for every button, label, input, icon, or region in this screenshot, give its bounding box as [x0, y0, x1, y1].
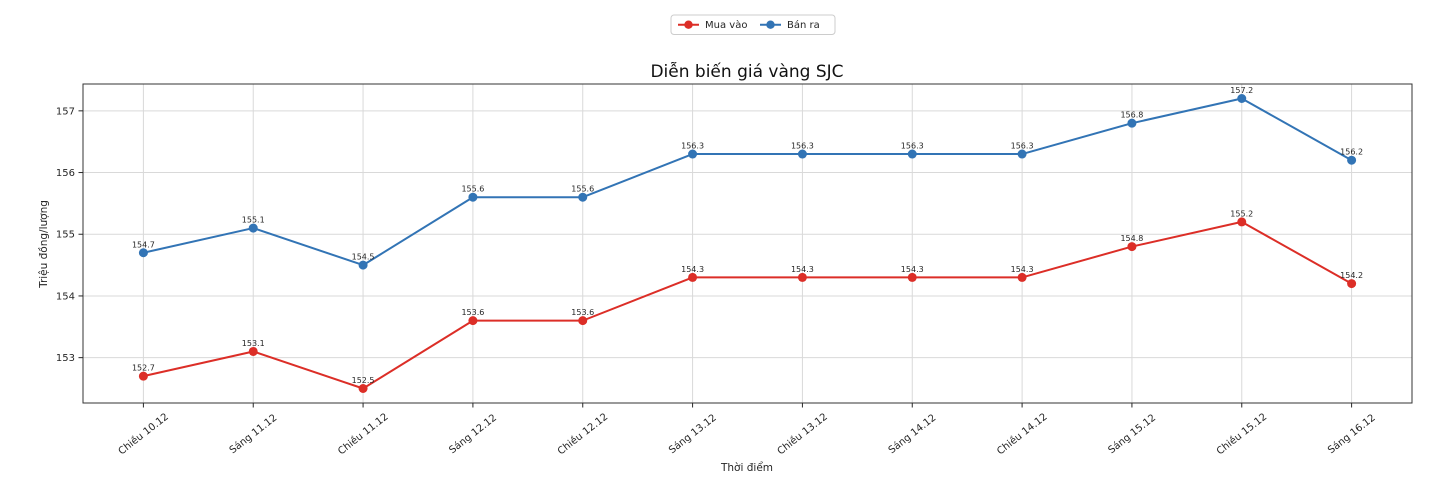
data-point-label: 156.3	[1011, 142, 1034, 151]
data-point-label: 156.2	[1340, 148, 1363, 157]
data-point-marker	[1017, 149, 1027, 159]
x-tick-label: Sáng 14.12	[886, 412, 938, 457]
legend-marker-mua-vào	[684, 20, 693, 29]
data-point-marker	[688, 272, 698, 282]
data-point-marker	[797, 149, 807, 159]
data-point-label: 153.1	[242, 339, 265, 348]
data-point-label: 153.6	[571, 308, 594, 317]
legend: Mua vào Bán ra	[670, 14, 836, 35]
data-point-marker	[138, 371, 148, 381]
grid-layer	[83, 84, 1412, 403]
data-point-marker	[248, 223, 258, 233]
data-point-label: 156.8	[1120, 111, 1143, 120]
series-layer: 152.7 153.1 152.5 153.6 153.6 154.3 154.3 154.3…	[132, 86, 1363, 393]
x-tick-label: Chiều 14.12	[995, 411, 1050, 458]
plot-border	[82, 83, 1413, 404]
data-point-marker	[907, 272, 917, 282]
legend-box	[670, 14, 836, 35]
y-tick-label: 153	[56, 353, 75, 364]
x-tick-label: Sáng 13.12	[666, 412, 718, 457]
y-tick-label: 156	[56, 168, 75, 179]
legend-label-bán-ra: Bán ra	[787, 19, 820, 31]
data-point-label: 154.3	[1011, 265, 1034, 274]
data-point-marker	[1347, 279, 1357, 289]
data-point-label: 155.6	[571, 185, 594, 194]
data-point-marker	[688, 149, 698, 159]
data-point-marker	[1127, 242, 1137, 252]
data-point-marker	[797, 272, 807, 282]
data-point-marker	[248, 346, 258, 356]
data-point-marker	[468, 316, 478, 326]
data-point-label: 153.6	[461, 308, 484, 317]
data-point-label: 154.3	[791, 265, 814, 274]
data-point-label: 154.8	[1120, 234, 1143, 243]
data-point-label: 155.2	[1230, 209, 1253, 218]
data-point-label: 156.3	[681, 142, 704, 151]
data-point-marker	[1347, 155, 1357, 165]
data-point-marker	[578, 316, 588, 326]
y-axis-label: Triệu đồng/lượng	[38, 200, 50, 289]
data-point-label: 152.5	[352, 376, 375, 385]
x-tick-label: Chiều 12.12	[555, 411, 610, 458]
data-point-marker	[358, 260, 368, 270]
data-point-marker	[138, 248, 148, 258]
legend-label-mua-vào: Mua vào	[705, 19, 747, 31]
legend-marker-bán-ra	[766, 20, 775, 29]
series-line-mua-vào	[143, 220, 1353, 390]
x-tick-label: Sáng 12.12	[447, 412, 499, 457]
data-point-marker	[1127, 118, 1137, 128]
data-point-marker	[1017, 272, 1027, 282]
x-tick-label: Chiều 10.12	[116, 411, 171, 458]
data-point-marker	[578, 192, 588, 202]
data-point-label: 152.7	[132, 364, 155, 373]
x-tick-label: Sáng 16.12	[1325, 412, 1377, 457]
data-point-label: 154.5	[352, 253, 375, 262]
data-point-label: 156.3	[791, 142, 814, 151]
data-point-label: 154.3	[901, 265, 924, 274]
x-tick-label: Sáng 15.12	[1106, 412, 1158, 457]
y-tick-label: 157	[56, 106, 75, 117]
data-point-marker	[1237, 217, 1247, 227]
series-line-bán-ra	[143, 97, 1353, 267]
data-point-marker	[907, 149, 917, 159]
x-tick-label: Sáng 11.12	[227, 412, 279, 457]
data-point-label: 154.2	[1340, 271, 1363, 280]
chart-title: Diễn biến giá vàng SJC	[650, 61, 843, 82]
data-point-label: 155.6	[461, 185, 484, 194]
data-point-label: 154.7	[132, 240, 155, 249]
data-point-label: 157.2	[1230, 86, 1253, 95]
x-axis-label: Thời điểm	[720, 461, 773, 474]
axes-layer: 153 154 155 156 157 Chiều 10.12 Sáng 11.12 Chiề…	[56, 83, 1413, 458]
data-point-marker	[468, 192, 478, 202]
x-tick-label: Chiều 13.12	[775, 411, 830, 458]
x-tick-label: Chiều 15.12	[1214, 411, 1269, 458]
y-tick-label: 155	[56, 230, 75, 241]
data-point-marker	[358, 384, 368, 393]
data-point-label: 156.3	[901, 142, 924, 151]
x-tick-label: Chiều 11.12	[336, 411, 391, 458]
y-tick-label: 154	[56, 291, 75, 302]
data-point-label: 154.3	[681, 265, 704, 274]
data-point-label: 155.1	[242, 216, 265, 225]
data-point-marker	[1237, 94, 1247, 103]
